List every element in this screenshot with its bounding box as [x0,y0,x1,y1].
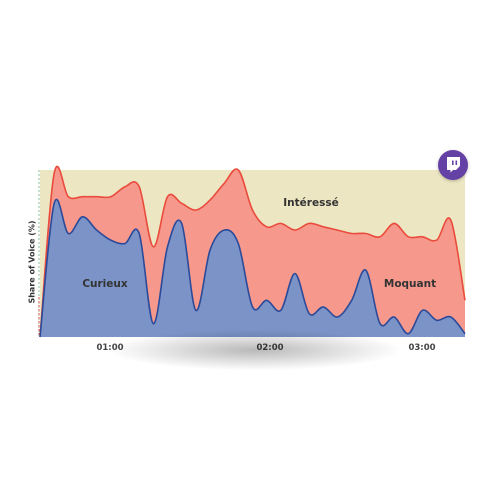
x-tick-label: 01:00 [96,343,123,353]
x-tick-label: 03:00 [408,343,435,353]
series-label-moquant: Moquant [384,278,436,290]
x-tick-label: 02:00 [256,343,283,353]
area-curieux [40,199,465,337]
twitch-logo [438,150,468,180]
twitch-icon [447,157,460,173]
y-axis-label: Share of Voice (%) [27,220,37,304]
chart-shadow [110,330,400,370]
line-curieux [39,199,466,338]
series-label-interesse: Intéressé [283,197,338,209]
series-label-curieux: Curieux [82,278,128,290]
line-moquant [39,165,466,338]
